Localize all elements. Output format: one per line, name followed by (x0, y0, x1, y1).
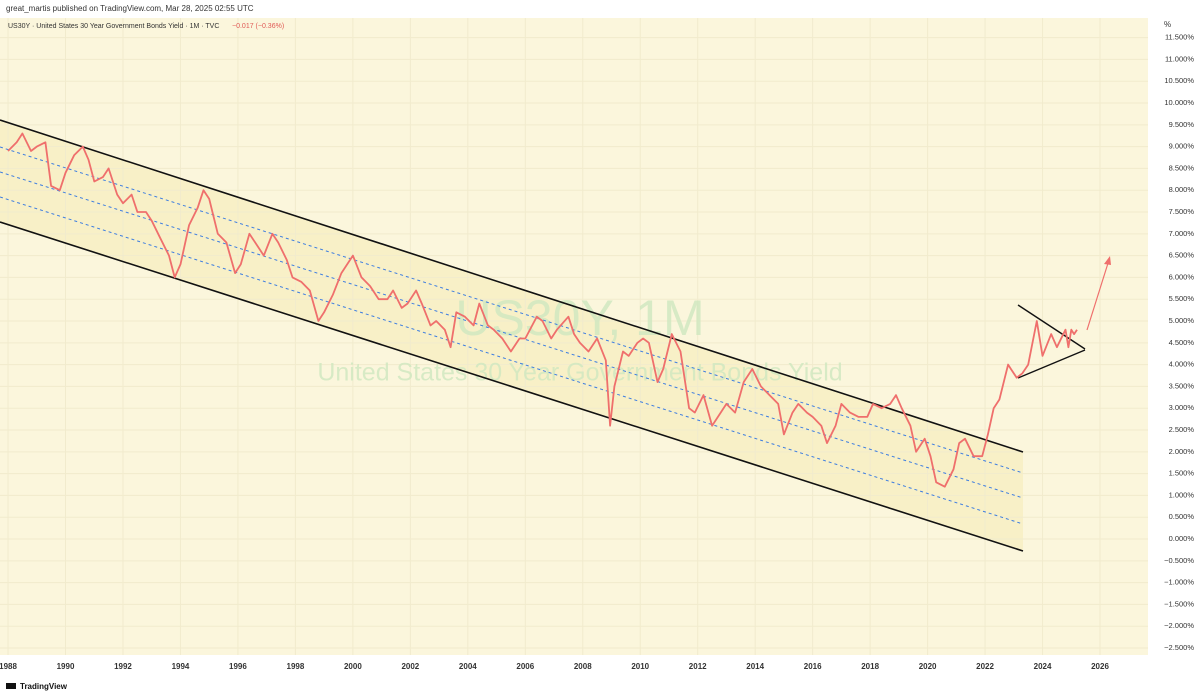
y-tick-label: −1.500% (1164, 599, 1194, 608)
publisher-note: great_martis published on TradingView.co… (6, 4, 254, 13)
ticks: −2.500% −2.000% −1.500% −1.000% −0.500% 0.000… (0, 33, 1194, 672)
y-tick-label: 0.000% (1169, 534, 1195, 543)
y-tick-label: −2.000% (1164, 621, 1194, 630)
x-tick-label: 2002 (401, 662, 419, 671)
y-tick-label: 0.500% (1169, 512, 1195, 521)
x-tick-label: 2006 (516, 662, 534, 671)
brand: TradingView (20, 682, 68, 691)
watermark-symbol: US30Y, 1M (455, 290, 704, 346)
x-tick-label: 2024 (1034, 662, 1052, 671)
channel-top (0, 119, 1024, 453)
brand-logo (6, 683, 16, 689)
y-tick-label: 8.500% (1169, 163, 1195, 172)
x-tick-label: 2026 (1091, 662, 1109, 671)
axis-unit: % (1164, 20, 1171, 29)
y-tick-label: 11.000% (1165, 54, 1194, 63)
x-tick-label: 1996 (229, 662, 247, 671)
y-tick-label: 3.000% (1169, 403, 1195, 412)
y-tick-label: −2.500% (1164, 643, 1194, 652)
y-tick-label: 5.500% (1169, 294, 1195, 303)
x-tick-label: 2016 (804, 662, 822, 671)
x-tick-label: 2014 (746, 662, 764, 671)
x-tick-label: 1994 (172, 662, 190, 671)
x-tick-label: 2022 (976, 662, 994, 671)
y-tick-label: 6.000% (1169, 272, 1195, 281)
x-tick-label: 1992 (114, 662, 132, 671)
y-tick-label: 3.500% (1169, 381, 1195, 390)
x-tick-label: 1990 (57, 662, 75, 671)
triangle-top (1017, 304, 1086, 350)
x-tick-label: 1988 (0, 662, 17, 671)
arrow-head (1104, 256, 1111, 265)
triangle-bottom (1017, 349, 1086, 379)
y-tick-label: 11.500% (1165, 33, 1194, 42)
y-tick-label: −0.500% (1164, 556, 1194, 565)
price-line (7, 132, 1078, 488)
y-tick-label: 1.500% (1169, 469, 1195, 478)
x-tick-label: 2004 (459, 662, 477, 671)
y-tick-label: 2.500% (1169, 425, 1195, 434)
x-tick-label: 2012 (689, 662, 707, 671)
drawings (0, 119, 1111, 552)
x-tick-label: 2018 (861, 662, 879, 671)
y-tick-label: 4.000% (1169, 360, 1195, 369)
price-change: −0.017 (−0.36%) (232, 23, 284, 30)
channel-level (0, 146, 1024, 474)
x-tick-label: 2010 (631, 662, 649, 671)
y-tick-label: 2.000% (1169, 447, 1195, 456)
y-tick-label: 9.000% (1169, 142, 1195, 151)
y-tick-label: 10.000% (1164, 98, 1194, 107)
y-tick-label: 7.500% (1169, 207, 1195, 216)
grid (0, 18, 1148, 655)
channel-level (0, 196, 1024, 525)
price-axis (1148, 18, 1200, 655)
x-tick-label: 1998 (287, 662, 305, 671)
x-tick-label: 2000 (344, 662, 362, 671)
y-tick-label: 10.500% (1164, 76, 1194, 85)
y-tick-label: 1.000% (1169, 490, 1195, 499)
time-axis (0, 655, 1148, 679)
y-tick-label: 8.000% (1169, 185, 1195, 194)
series (7, 132, 1078, 488)
symbol-title: US30Y · United States 30 Year Government… (8, 23, 219, 30)
channel-level (0, 171, 1024, 499)
y-tick-label: 4.500% (1169, 338, 1195, 347)
y-tick-label: 5.000% (1169, 316, 1195, 325)
y-tick-label: 7.000% (1169, 229, 1195, 238)
channel-bottom (0, 221, 1024, 552)
x-tick-label: 2008 (574, 662, 592, 671)
y-tick-label: 6.500% (1169, 251, 1195, 260)
y-tick-label: 9.500% (1169, 120, 1195, 129)
x-tick-label: 2020 (919, 662, 937, 671)
y-tick-label: −1.000% (1164, 578, 1194, 587)
projection-arrow (1086, 259, 1110, 331)
